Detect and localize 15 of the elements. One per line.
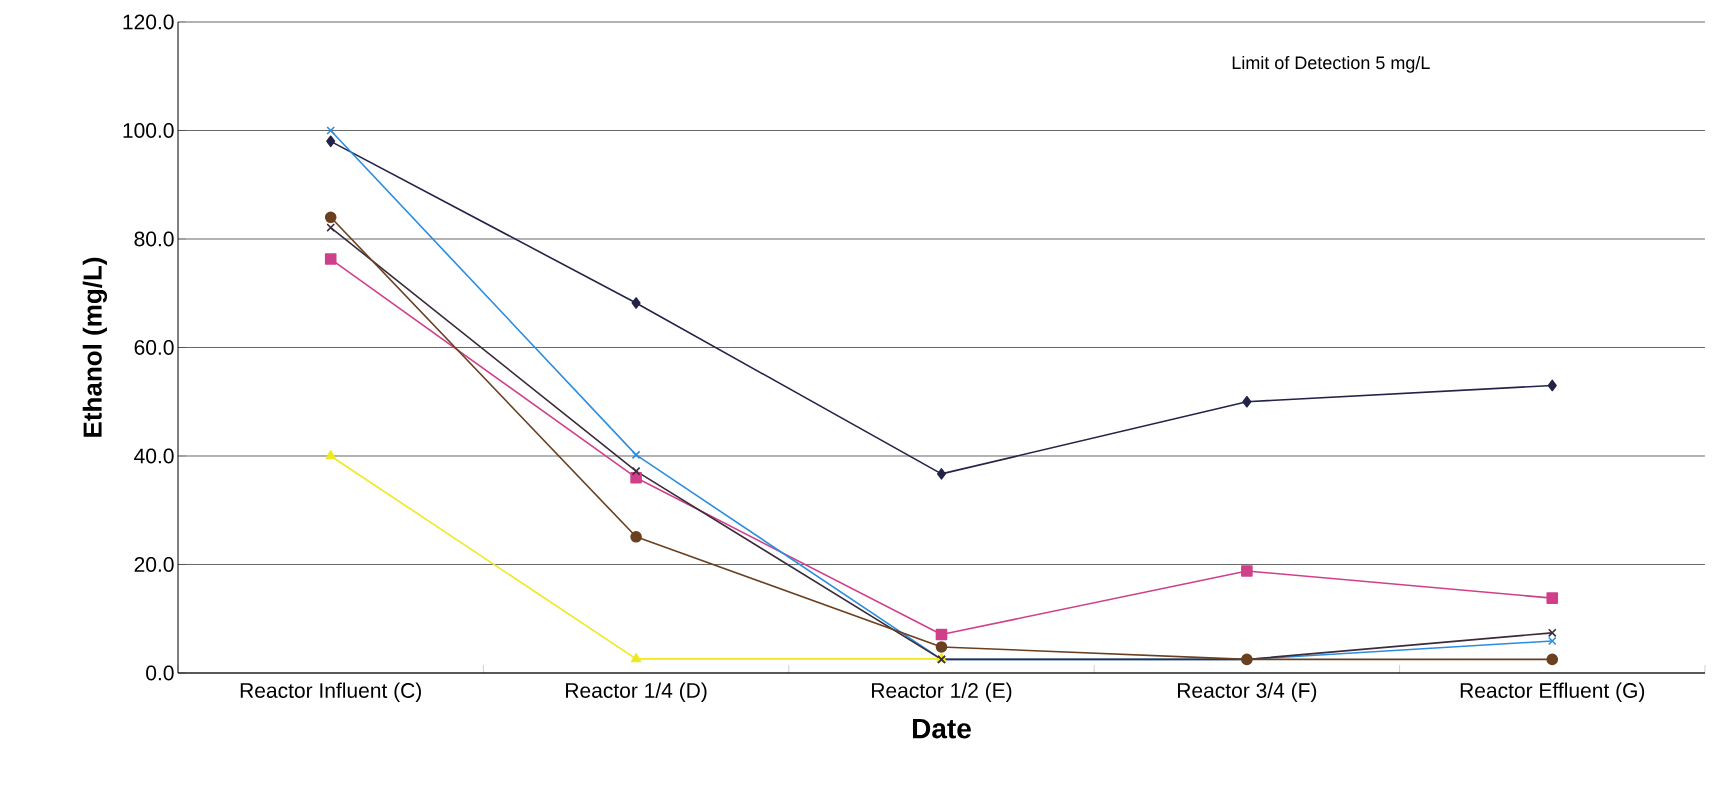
annotation: Limit of Detection 5 mg/L xyxy=(1232,55,1430,73)
y-tick-label: 120.0 xyxy=(123,14,174,30)
y-tick-label: 40.0 xyxy=(134,448,174,464)
x-tick-label: Reactor 3/4 (F) xyxy=(1178,682,1317,703)
x-tick-label: Reactor Influent (C) xyxy=(240,682,421,703)
y-tick-label: 80.0 xyxy=(134,231,174,247)
y-tick-label: 20.0 xyxy=(134,557,174,572)
y-tick-label: 0.0 xyxy=(146,665,174,681)
x-tick-label: Reactor 1/4 (D) xyxy=(566,682,707,703)
y-tick-label: 60.0 xyxy=(134,340,174,355)
x-tick-label: Reactor 1/2 (E) xyxy=(872,682,1012,703)
y-tick-label: 100.0 xyxy=(123,123,174,138)
x-tick-label: Reactor Effluent (G) xyxy=(1460,682,1645,703)
y-axis-title: Ethanol (mg/L) xyxy=(82,257,108,437)
x-axis-title: Date xyxy=(913,718,971,739)
